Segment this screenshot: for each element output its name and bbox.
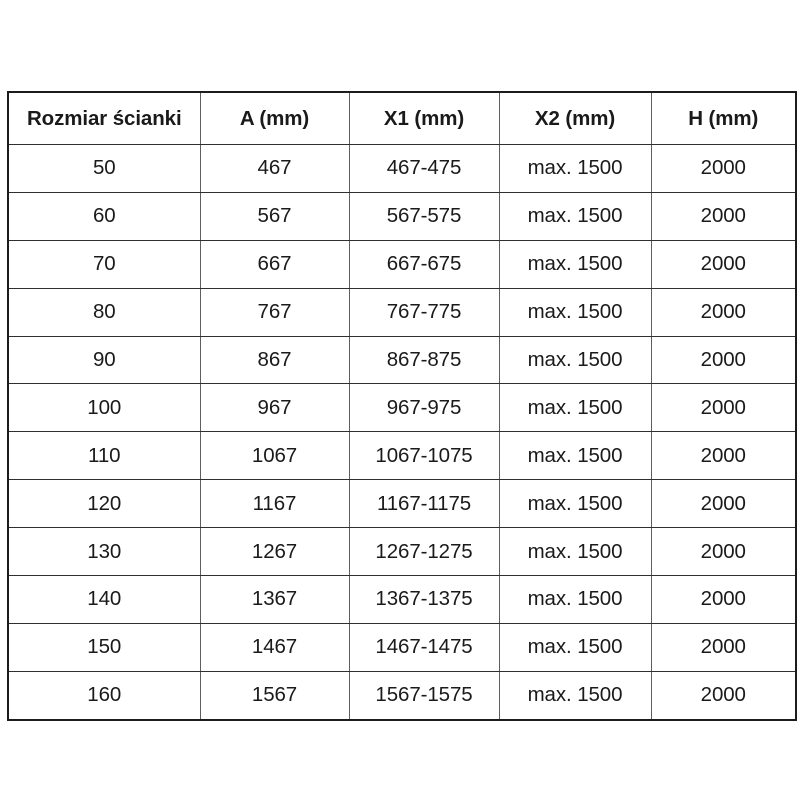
cell-a: 1267 [199, 527, 350, 577]
table-row: 60 567 567-575 max. 1500 2000 [7, 191, 797, 241]
cell-h: 2000 [650, 575, 797, 624]
cell-h: 2000 [650, 622, 797, 672]
cell-x1: 967-975 [348, 383, 500, 433]
cell-rozmiar-scianki: 90 [7, 335, 201, 385]
cell-x2: max. 1500 [498, 622, 652, 672]
table-row: 70 667 667-675 max. 1500 2000 [7, 239, 797, 289]
cell-x1: 767-775 [348, 287, 500, 337]
cell-x2: max. 1500 [498, 287, 652, 337]
cell-a: 767 [199, 287, 350, 337]
cell-a: 1167 [199, 479, 350, 529]
cell-x2: max. 1500 [498, 527, 652, 577]
cell-a: 467 [199, 144, 350, 193]
cell-x1: 1467-1475 [348, 622, 500, 672]
cell-a: 1467 [199, 622, 350, 672]
cell-x2: max. 1500 [498, 575, 652, 624]
table-row: 140 1367 1367-1375 max. 1500 2000 [7, 575, 797, 624]
cell-a: 567 [199, 191, 350, 241]
cell-a: 967 [199, 383, 350, 433]
table-row: 100 967 967-975 max. 1500 2000 [7, 383, 797, 433]
table-row: 90 867 867-875 max. 1500 2000 [7, 335, 797, 385]
cell-x2: max. 1500 [498, 383, 652, 433]
table-row: 80 767 767-775 max. 1500 2000 [7, 287, 797, 337]
table-head: Rozmiar ścianki A (mm) X1 (mm) X2 (mm) H… [7, 91, 797, 145]
cell-rozmiar-scianki: 160 [7, 670, 201, 721]
cell-rozmiar-scianki: 110 [7, 431, 201, 481]
cell-rozmiar-scianki: 130 [7, 527, 201, 577]
table-body: 50 467 467-475 max. 1500 2000 60 567 567… [7, 144, 797, 721]
spec-table-container: Rozmiar ścianki A (mm) X1 (mm) X2 (mm) H… [7, 91, 797, 721]
column-header-rozmiar-scianki: Rozmiar ścianki [7, 91, 201, 145]
table-row: 110 1067 1067-1075 max. 1500 2000 [7, 431, 797, 481]
table-row: 160 1567 1567-1575 max. 1500 2000 [7, 670, 797, 721]
cell-a: 1567 [199, 670, 350, 721]
cell-a: 667 [199, 239, 350, 289]
table-row: 130 1267 1267-1275 max. 1500 2000 [7, 527, 797, 577]
cell-x2: max. 1500 [498, 239, 652, 289]
cell-x1: 1267-1275 [348, 527, 500, 577]
cell-h: 2000 [650, 479, 797, 529]
cell-h: 2000 [650, 191, 797, 241]
cell-x1: 567-575 [348, 191, 500, 241]
cell-rozmiar-scianki: 50 [7, 144, 201, 193]
table-row: 50 467 467-475 max. 1500 2000 [7, 144, 797, 193]
cell-x2: max. 1500 [498, 670, 652, 721]
table-header-row: Rozmiar ścianki A (mm) X1 (mm) X2 (mm) H… [7, 91, 797, 145]
cell-a: 1067 [199, 431, 350, 481]
cell-h: 2000 [650, 335, 797, 385]
column-header-x1-mm: X1 (mm) [348, 91, 500, 145]
cell-x1: 667-675 [348, 239, 500, 289]
column-header-a-mm: A (mm) [199, 91, 350, 145]
cell-x2: max. 1500 [498, 335, 652, 385]
cell-h: 2000 [650, 287, 797, 337]
cell-a: 867 [199, 335, 350, 385]
cell-x1: 467-475 [348, 144, 500, 193]
cell-rozmiar-scianki: 100 [7, 383, 201, 433]
cell-rozmiar-scianki: 120 [7, 479, 201, 529]
cell-x1: 1567-1575 [348, 670, 500, 721]
cell-x1: 1067-1075 [348, 431, 500, 481]
cell-h: 2000 [650, 527, 797, 577]
table-row: 150 1467 1467-1475 max. 1500 2000 [7, 622, 797, 672]
cell-x2: max. 1500 [498, 479, 652, 529]
cell-rozmiar-scianki: 60 [7, 191, 201, 241]
cell-x1: 867-875 [348, 335, 500, 385]
cell-x1: 1167-1175 [348, 479, 500, 529]
cell-a: 1367 [199, 575, 350, 624]
cell-x2: max. 1500 [498, 431, 652, 481]
cell-rozmiar-scianki: 150 [7, 622, 201, 672]
cell-h: 2000 [650, 670, 797, 721]
column-header-x2-mm: X2 (mm) [498, 91, 652, 145]
spec-table: Rozmiar ścianki A (mm) X1 (mm) X2 (mm) H… [7, 91, 797, 721]
column-header-h-mm: H (mm) [650, 91, 797, 145]
cell-rozmiar-scianki: 80 [7, 287, 201, 337]
table-row: 120 1167 1167-1175 max. 1500 2000 [7, 479, 797, 529]
cell-h: 2000 [650, 431, 797, 481]
cell-h: 2000 [650, 383, 797, 433]
cell-h: 2000 [650, 239, 797, 289]
cell-rozmiar-scianki: 140 [7, 575, 201, 624]
cell-x2: max. 1500 [498, 144, 652, 193]
cell-x1: 1367-1375 [348, 575, 500, 624]
cell-rozmiar-scianki: 70 [7, 239, 201, 289]
cell-x2: max. 1500 [498, 191, 652, 241]
cell-h: 2000 [650, 144, 797, 193]
